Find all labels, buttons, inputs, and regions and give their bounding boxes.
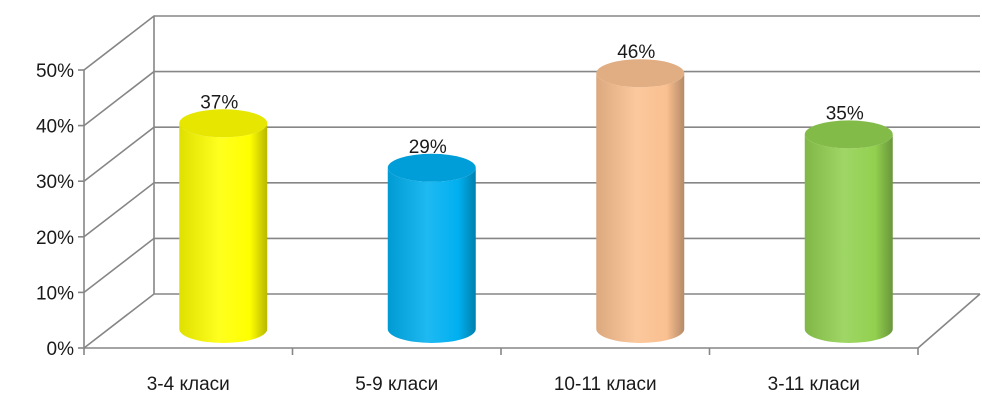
data-label: 35% <box>826 103 864 124</box>
bar-body <box>804 134 893 344</box>
x-tick-label: 3-11 класи <box>768 374 860 395</box>
bar-top <box>804 120 893 149</box>
grid-layer <box>83 15 981 349</box>
y-tick-label: 50% <box>36 61 74 82</box>
y-tick-label: 20% <box>36 228 74 249</box>
floor-edge <box>917 293 981 349</box>
gridline <box>83 15 980 71</box>
data-label: 29% <box>409 137 447 158</box>
y-tick-label: 40% <box>36 117 74 138</box>
bar-body <box>387 167 476 344</box>
bar-3 <box>596 59 685 344</box>
data-label: 37% <box>200 92 238 113</box>
bar-2 <box>387 153 476 344</box>
x-tick-label: 5-9 класи <box>355 374 438 395</box>
axis-layer: 0% 10% 20% 30% 40% 50% <box>36 61 919 360</box>
bar-layer <box>179 59 893 344</box>
bar-top <box>179 109 268 138</box>
y-tick-label: 30% <box>36 172 74 193</box>
label-layer: 37% 3-4 класи 29% 5-9 класи 46% 10-11 класи 35… <box>147 42 864 395</box>
bar-top <box>387 153 476 182</box>
bar-body <box>179 123 268 344</box>
y-tick-label: 10% <box>36 283 74 304</box>
bar-1 <box>179 109 268 344</box>
bar-body <box>596 73 685 344</box>
x-tick-label: 10-11 класи <box>554 374 657 395</box>
bar-4 <box>804 120 893 344</box>
y-tick-label: 0% <box>47 339 75 360</box>
bar-top <box>596 59 685 88</box>
x-tick-label: 3-4 класи <box>147 374 230 395</box>
data-label: 46% <box>617 42 655 63</box>
